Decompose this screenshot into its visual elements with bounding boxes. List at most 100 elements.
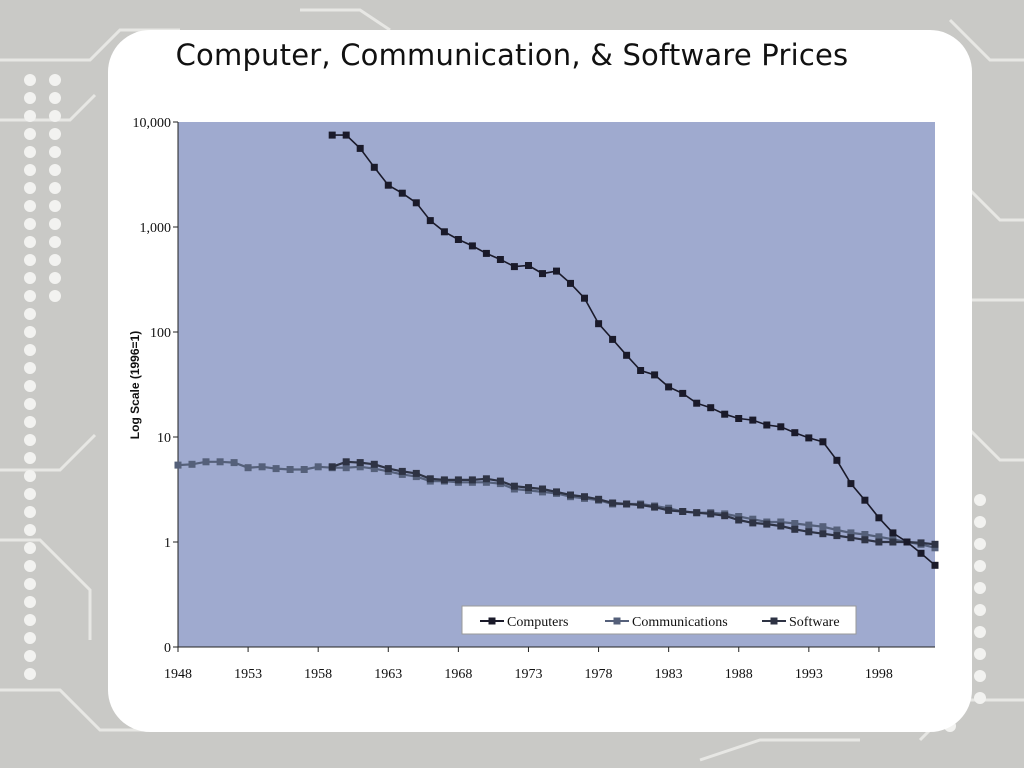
data-point-communications — [833, 526, 841, 534]
chart-legend: Computers Communications Software — [461, 605, 857, 635]
data-point-computers — [510, 263, 518, 271]
legend-item-software: Software — [762, 615, 840, 630]
data-point-computers — [665, 383, 673, 391]
data-point-software — [651, 503, 659, 511]
data-point-software — [679, 508, 687, 515]
data-point-computers — [763, 421, 771, 429]
legend-box — [461, 605, 857, 635]
data-point-software — [665, 506, 673, 514]
data-point-communications — [370, 465, 378, 473]
data-point-software — [707, 510, 715, 518]
data-point-software — [356, 459, 364, 467]
data-point-computers — [595, 320, 603, 328]
x-tick-label: 1968 — [444, 667, 472, 682]
y-tick-label: 10,000 — [133, 116, 172, 131]
data-point-computers — [581, 294, 588, 302]
data-point-computers — [539, 270, 546, 278]
data-point-computers — [567, 279, 574, 287]
data-point-communications — [174, 461, 182, 469]
x-tick-label: 1983 — [655, 667, 683, 682]
data-point-software — [525, 484, 532, 492]
data-point-software — [637, 501, 645, 509]
data-point-software — [426, 475, 434, 483]
data-point-software — [581, 493, 588, 501]
data-point-software — [791, 525, 799, 533]
data-point-software — [609, 499, 617, 507]
data-point-computers — [623, 351, 631, 359]
data-point-communications — [272, 465, 280, 473]
data-point-computers — [356, 144, 364, 152]
data-point-software — [539, 485, 546, 493]
data-point-communications — [244, 464, 252, 472]
data-point-software — [847, 534, 855, 542]
data-point-computers — [370, 163, 378, 171]
data-point-computers — [651, 371, 659, 379]
data-point-software — [370, 460, 378, 468]
data-point-communications — [819, 523, 827, 531]
series-layer — [174, 131, 939, 569]
y-axis-ticks: 0 1 10 100 1,000 10,000 — [133, 116, 178, 656]
data-point-computers — [342, 131, 350, 139]
y-tick-label: 100 — [150, 326, 171, 341]
data-point-communications — [286, 466, 294, 473]
data-point-computers — [553, 267, 560, 275]
data-point-communications — [230, 459, 238, 467]
data-point-software — [833, 532, 841, 540]
data-point-communications — [777, 518, 785, 526]
data-point-communications — [875, 533, 883, 541]
data-point-computers — [861, 496, 869, 504]
data-point-software — [595, 495, 603, 503]
x-tick-label: 1948 — [164, 667, 192, 682]
data-point-computers — [525, 262, 532, 269]
data-point-software — [342, 458, 350, 466]
series-computers — [328, 131, 939, 569]
data-point-computers — [875, 514, 883, 522]
data-point-computers — [440, 228, 448, 236]
data-point-computers — [833, 456, 841, 464]
data-point-software — [805, 528, 813, 536]
data-point-software — [384, 465, 392, 473]
data-point-computers — [777, 423, 785, 431]
data-point-software — [819, 530, 827, 538]
legend-marker — [488, 617, 496, 625]
data-point-computers — [889, 529, 897, 537]
data-point-computers — [931, 561, 939, 569]
x-tick-label: 1953 — [234, 667, 262, 682]
data-point-computers — [496, 256, 504, 263]
data-point-software — [693, 509, 701, 517]
y-tick-label: 1,000 — [140, 221, 172, 236]
data-point-software — [917, 539, 925, 547]
data-point-computers — [412, 199, 420, 207]
data-point-computers — [468, 242, 476, 250]
data-point-computers — [384, 181, 392, 189]
data-point-software — [861, 536, 869, 544]
data-point-software — [510, 482, 518, 490]
data-point-software — [398, 467, 406, 475]
data-point-software — [454, 476, 462, 484]
data-point-communications — [749, 515, 757, 523]
data-point-computers — [791, 429, 799, 437]
data-point-software — [735, 516, 743, 524]
x-tick-label: 1958 — [304, 667, 332, 682]
data-point-computers — [637, 367, 645, 374]
data-point-computers — [749, 416, 757, 424]
data-point-computers — [735, 415, 743, 422]
y-axis-label: Log Scale (1996=1) — [128, 331, 142, 439]
data-point-software — [496, 477, 504, 485]
data-point-software — [889, 538, 897, 546]
x-tick-label: 1973 — [514, 667, 542, 682]
data-point-communications — [356, 463, 364, 471]
data-point-software — [328, 463, 336, 471]
data-point-software — [721, 512, 729, 520]
data-point-communications — [188, 460, 196, 468]
data-point-computers — [707, 404, 715, 412]
data-point-computers — [609, 335, 617, 343]
y-tick-label: 10 — [157, 431, 171, 446]
data-point-software — [440, 476, 448, 484]
data-point-software — [623, 500, 631, 508]
data-point-communications — [805, 521, 813, 529]
data-point-computers — [454, 236, 462, 243]
data-point-software — [777, 522, 785, 530]
data-point-software — [553, 488, 560, 496]
